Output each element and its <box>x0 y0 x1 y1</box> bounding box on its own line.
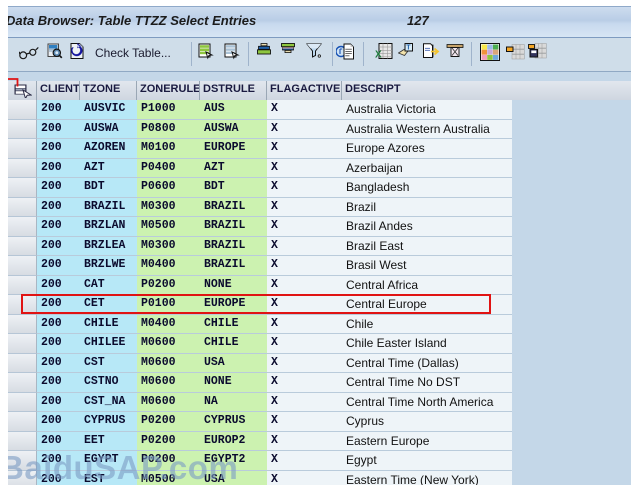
svg-text:X: X <box>375 50 382 61</box>
svg-text:T: T <box>406 45 411 52</box>
